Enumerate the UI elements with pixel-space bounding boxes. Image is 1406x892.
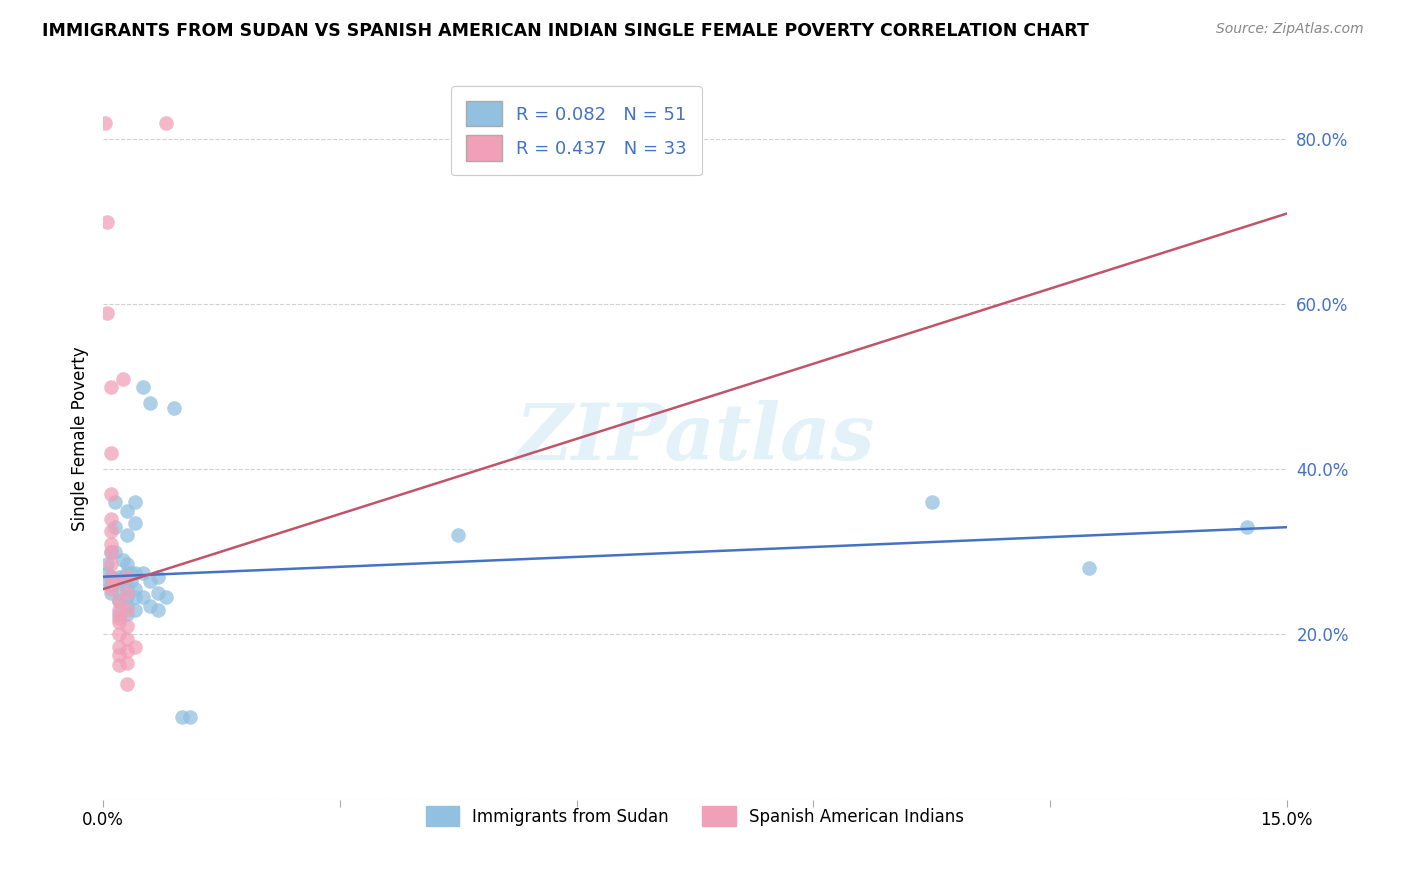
Point xyxy=(100,570,122,584)
Point xyxy=(148,586,170,600)
Point xyxy=(115,599,138,613)
Text: ZIPatlas: ZIPatlas xyxy=(515,401,875,476)
Legend: Immigrants from Sudan, Spanish American Indians: Immigrants from Sudan, Spanish American … xyxy=(418,797,973,835)
Point xyxy=(100,524,122,539)
Point xyxy=(108,611,131,625)
Point xyxy=(139,574,162,588)
Point xyxy=(131,380,153,394)
Point xyxy=(115,570,138,584)
Point xyxy=(155,591,177,605)
Text: Source: ZipAtlas.com: Source: ZipAtlas.com xyxy=(1216,22,1364,37)
Point xyxy=(115,632,138,646)
Point xyxy=(100,586,122,600)
Point xyxy=(108,570,131,584)
Point xyxy=(115,607,138,621)
Point xyxy=(94,116,117,130)
Point xyxy=(100,446,122,460)
Point xyxy=(124,591,146,605)
Point xyxy=(104,545,127,559)
Point xyxy=(108,658,131,673)
Point xyxy=(108,648,131,662)
Point xyxy=(131,591,153,605)
Point xyxy=(179,710,201,724)
Y-axis label: Single Female Poverty: Single Female Poverty xyxy=(72,346,89,531)
Point xyxy=(120,566,142,580)
Point xyxy=(115,570,138,584)
Point xyxy=(447,528,470,542)
Point xyxy=(115,586,138,600)
Point xyxy=(148,570,170,584)
Point xyxy=(100,487,122,501)
Point xyxy=(131,566,153,580)
Point xyxy=(111,371,134,385)
Point xyxy=(108,586,131,600)
Point xyxy=(104,574,127,588)
Point xyxy=(100,512,122,526)
Point xyxy=(100,537,122,551)
Point xyxy=(111,553,134,567)
Point xyxy=(139,396,162,410)
Point xyxy=(100,545,122,559)
Text: IMMIGRANTS FROM SUDAN VS SPANISH AMERICAN INDIAN SINGLE FEMALE POVERTY CORRELATI: IMMIGRANTS FROM SUDAN VS SPANISH AMERICA… xyxy=(42,22,1090,40)
Point xyxy=(124,640,146,654)
Point xyxy=(108,615,131,629)
Point xyxy=(96,558,118,572)
Point xyxy=(104,520,127,534)
Point xyxy=(115,619,138,633)
Point xyxy=(115,582,138,596)
Point xyxy=(170,710,193,724)
Point xyxy=(96,215,118,229)
Point xyxy=(124,603,146,617)
Point xyxy=(1236,520,1258,534)
Point xyxy=(115,558,138,572)
Point xyxy=(96,305,118,319)
Point xyxy=(120,574,142,588)
Point xyxy=(124,582,146,596)
Point xyxy=(100,570,122,584)
Point xyxy=(108,640,131,654)
Point xyxy=(108,607,131,621)
Point xyxy=(148,603,170,617)
Point xyxy=(921,495,943,509)
Point xyxy=(155,116,177,130)
Point xyxy=(100,380,122,394)
Point xyxy=(163,401,186,415)
Point xyxy=(104,495,127,509)
Point xyxy=(108,594,131,608)
Point xyxy=(108,574,131,588)
Point xyxy=(139,599,162,613)
Point xyxy=(115,504,138,518)
Point xyxy=(100,582,122,596)
Point xyxy=(108,603,131,617)
Point xyxy=(124,516,146,530)
Point xyxy=(100,558,122,572)
Point xyxy=(96,566,118,580)
Point xyxy=(115,657,138,671)
Point xyxy=(124,566,146,580)
Point xyxy=(115,591,138,605)
Point xyxy=(115,644,138,658)
Point xyxy=(111,570,134,584)
Point xyxy=(108,627,131,641)
Point xyxy=(108,594,131,608)
Point xyxy=(1078,561,1101,575)
Point xyxy=(115,603,138,617)
Point xyxy=(96,574,118,588)
Point xyxy=(115,566,138,580)
Point xyxy=(115,528,138,542)
Point xyxy=(115,677,138,691)
Point xyxy=(124,495,146,509)
Point xyxy=(100,578,122,592)
Point xyxy=(100,545,122,559)
